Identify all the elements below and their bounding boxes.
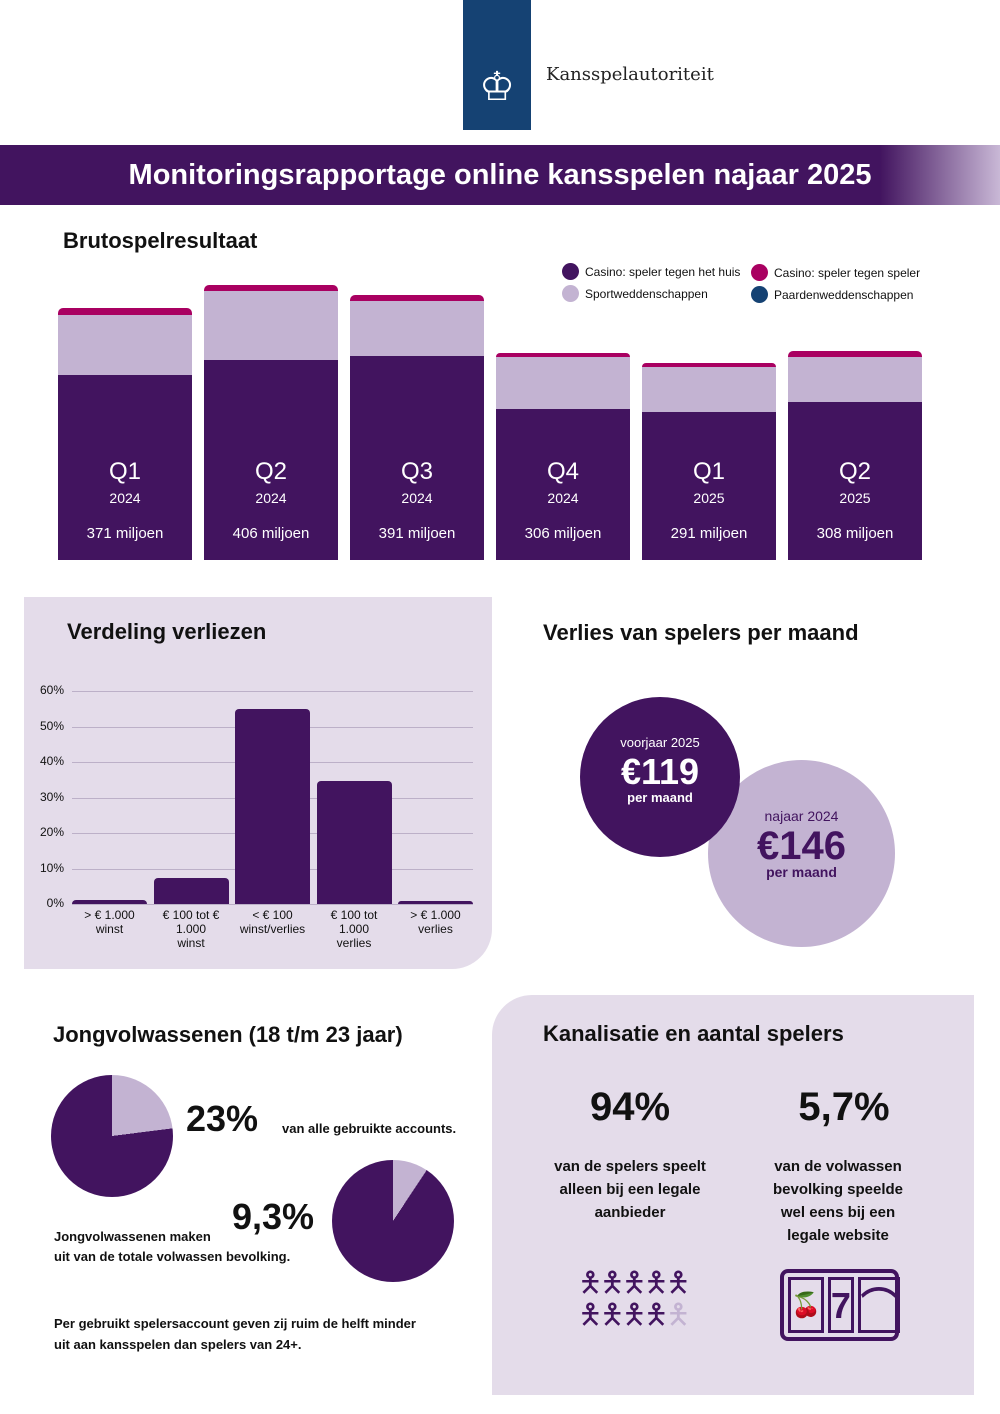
legend: Casino: speler tegen speler Paardenwedde…: [751, 264, 941, 303]
x-label: € 100 tot 1.000 verlies: [330, 908, 378, 950]
bar-q2-2025: Q2 2025 308 miljoen: [788, 351, 922, 560]
seg-sport: [350, 301, 484, 356]
kanalisatie-panel: Kanalisatie en aantal spelers 94% 5,7% v…: [492, 995, 974, 1395]
bar: [72, 900, 147, 904]
pie-accounts: [51, 1075, 173, 1197]
gridline: [72, 904, 473, 905]
x-label: > € 1.000 verlies: [410, 908, 461, 936]
accounts-text: van alle gebruikte accounts.: [282, 1121, 457, 1136]
seg-casino-speler: [788, 351, 922, 358]
bar-q3-2024: Q3 2024 391 miljoen: [350, 294, 484, 560]
seg-casino-speler: [58, 308, 192, 316]
bar: [235, 708, 310, 904]
bevolking-text: Jongvolwassenen maken uit van de totale v…: [54, 1229, 291, 1264]
y-tick: 20%: [39, 825, 64, 839]
seg-sport: [788, 357, 922, 403]
year-label: 2024: [547, 490, 579, 506]
volwassen-text: van de volwassen bevolking speelde wel een…: [772, 1158, 904, 1244]
bar: [398, 901, 473, 904]
verdeling-title: Verdeling verliezen: [67, 619, 267, 644]
pie-bevolking: [332, 1160, 454, 1282]
value-label: 391 miljoen: [378, 525, 456, 542]
bar-q4-2024: Q4 2024 306 miljoen: [496, 352, 630, 560]
x-label: > € 1.000 winst: [84, 908, 135, 936]
circle-voorjaar-2025: voorjaar 2025 €119 per maand: [580, 697, 740, 857]
seg-casino-speler: [204, 284, 338, 291]
legaal-text: van de spelers speelt alleen bij een lega…: [554, 1158, 706, 1221]
seg-casino-huis: Q1 2024 371 miljoen: [58, 374, 192, 560]
page-title: Monitoringsrapportage online kansspelen …: [0, 145, 1000, 205]
x-label: < € 100 winst/verlies: [239, 908, 306, 936]
pct-bevolking: 9,3%: [232, 1196, 315, 1237]
circle-najaar-2024: najaar 2024 €146 per maand: [708, 760, 895, 947]
org-name: Kansspelautoriteit: [546, 64, 714, 85]
people-icon: 🯅🯅🯅🯅🯅🯅🯅🯅🯅🯅: [578, 1266, 691, 1331]
seg-casino-huis: Q2 2025 308 miljoen: [788, 402, 922, 560]
value-label: 308 miljoen: [816, 525, 894, 542]
verlies-title: Verlies van spelers per maand: [543, 620, 859, 645]
kan-title: Kanalisatie en aantal spelers: [543, 1021, 844, 1046]
year-label: 2024: [109, 490, 141, 506]
seg-sport: [642, 367, 776, 412]
verdeling-panel: Verdeling verliezen 0% 10% 20% 30% 40% 50% 60%…: [24, 597, 492, 969]
legend-item: Paardenweddenschappen: [751, 286, 941, 303]
legend-item: Casino: speler tegen speler: [751, 264, 941, 281]
legend-item: Casino: speler tegen het huis: [562, 263, 742, 280]
legend-item: Sportweddenschappen: [562, 285, 742, 302]
y-tick: 40%: [39, 754, 64, 768]
gridline: [72, 691, 473, 692]
y-tick: 30%: [39, 789, 64, 804]
pct-accounts: 23%: [186, 1098, 259, 1139]
quarter-label: Q2: [254, 458, 287, 485]
bar-q1-2025: Q1 2025 291 miljoen: [642, 362, 776, 560]
y-tick: 10%: [39, 860, 64, 875]
bar: [153, 878, 229, 904]
seg-sport: [496, 357, 630, 410]
seg-casino-huis: Q2 2024 406 miljoen: [204, 360, 338, 560]
seg-sport: [58, 315, 192, 375]
year-label: 2024: [255, 490, 287, 506]
quarter-label: Q4: [546, 458, 579, 485]
value-label: 306 miljoen: [524, 525, 602, 542]
seg-casino-speler: [642, 362, 776, 368]
quarter-label: Q1: [108, 458, 141, 485]
quarter-label: Q2: [838, 458, 871, 485]
quarter-label: Q3: [400, 458, 433, 485]
year-label: 2025: [839, 490, 871, 506]
seg-sport: [204, 290, 338, 360]
value-label: 406 miljoen: [232, 525, 310, 542]
bar: [316, 781, 392, 904]
pct-legaal: 94%: [589, 1085, 671, 1129]
bar-q2-2024: Q2 2024 406 miljoen: [204, 284, 338, 560]
year-label: 2024: [401, 490, 433, 506]
note: Per gebruikt spelersaccount geven zij ru…: [54, 1316, 416, 1352]
quarter-label: Q1: [692, 458, 725, 485]
value-label: 291 miljoen: [670, 525, 748, 542]
slot-machine-icon: 🍒 7 ⌒: [780, 1269, 900, 1341]
y-tick: 60%: [39, 683, 64, 697]
jong-title: Jongvolwassenen (18 t/m 23 jaar): [53, 1022, 403, 1047]
y-tick: 50%: [39, 718, 64, 733]
crest-icon: ♔: [479, 64, 515, 110]
bar-q1-2024: Q1 2024 371 miljoen: [58, 308, 192, 560]
seg-casino-speler: [350, 294, 484, 302]
value-label: 371 miljoen: [86, 525, 164, 542]
pct-volwassen: 5,7%: [798, 1085, 890, 1129]
bruto-title: Brutospelresultaat: [63, 228, 258, 253]
x-label: € 100 tot € 1.000 winst: [162, 908, 220, 950]
logo-bar: [463, 0, 531, 130]
seg-casino-huis: Q4 2024 306 miljoen: [496, 409, 630, 560]
seg-casino-huis: Q1 2025 291 miljoen: [642, 411, 776, 560]
legend: Casino: speler tegen het huis Sportwedde…: [562, 263, 742, 302]
y-tick: 0%: [46, 896, 64, 910]
seg-casino-huis: Q3 2024 391 miljoen: [350, 355, 484, 560]
year-label: 2025: [693, 490, 725, 506]
seg-casino-speler: [496, 352, 630, 358]
